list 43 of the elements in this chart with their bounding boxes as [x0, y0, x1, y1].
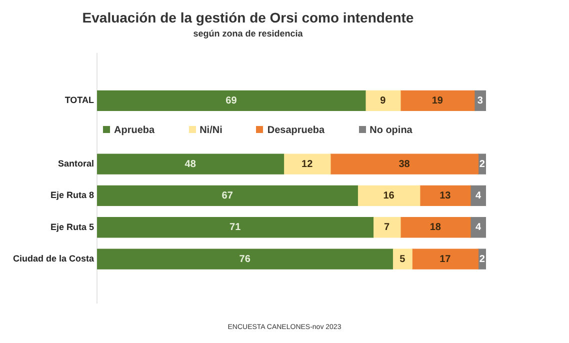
data-label: 71: [230, 222, 242, 234]
chart-subtitle: según zona de residencia: [193, 28, 304, 39]
y-tick-label: Santoral: [58, 158, 94, 169]
data-label: 48: [184, 158, 196, 170]
data-label: 67: [222, 190, 234, 202]
data-label: 76: [239, 254, 251, 265]
bar: [97, 154, 284, 174]
chart-title: Evaluación de la gestión de Orsi como intendente: [82, 9, 414, 26]
bar: [412, 248, 479, 270]
legend-label: Aprueba: [113, 125, 155, 136]
data-label: 7: [384, 222, 390, 234]
bar: [357, 185, 420, 206]
data-label: 13: [440, 190, 452, 202]
data-label: 12: [302, 158, 314, 170]
bar: [392, 248, 412, 270]
legend-label: Ni/Ni: [198, 125, 222, 136]
bar: [283, 154, 331, 174]
data-label: 2: [479, 158, 486, 170]
data-label: 3: [477, 95, 484, 106]
bar: [372, 217, 401, 238]
bar: [97, 217, 374, 238]
y-tick-label: Eje Ruta 8: [50, 190, 94, 200]
data-label: 9: [380, 95, 386, 106]
data-label: 4: [475, 190, 482, 202]
bar: [97, 248, 393, 270]
bar: [420, 185, 471, 206]
y-tick-label: TOTAL: [64, 95, 95, 106]
data-label: 16: [383, 190, 395, 202]
legend-label: No opina: [368, 125, 412, 136]
bar: [330, 154, 479, 174]
data-label: 4: [475, 222, 482, 234]
data-label: 18: [430, 222, 442, 234]
bar: [97, 185, 358, 206]
data-label: 69: [226, 95, 238, 106]
data-label: 2: [479, 254, 486, 265]
legend-label: Desaprueba: [266, 125, 325, 136]
data-label: 5: [400, 254, 406, 265]
y-tick-label: Eje Ruta 5: [50, 222, 94, 232]
data-label: 19: [432, 95, 444, 106]
data-label: 17: [440, 254, 452, 265]
data-label: 38: [398, 158, 410, 170]
y-tick-label: Ciudad de la Costa: [13, 254, 96, 264]
bar: [400, 217, 471, 238]
